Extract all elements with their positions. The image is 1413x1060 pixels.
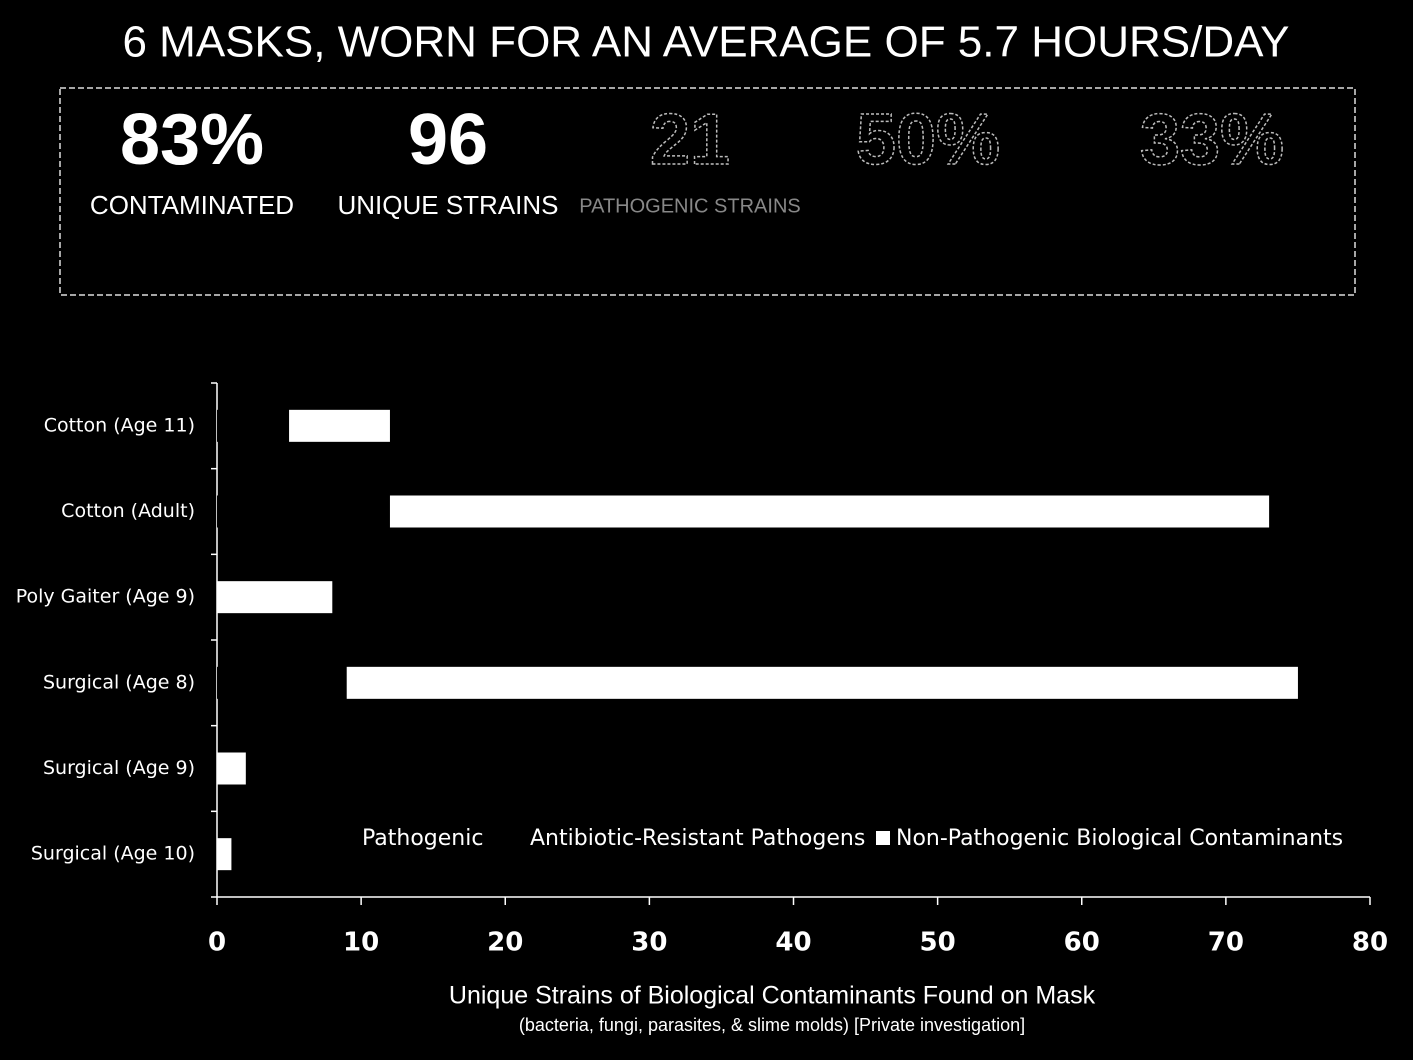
x-axis-subtitle: (bacteria, fungi, parasites, & slime mol… (519, 1015, 1025, 1035)
stat-value: 21 (650, 100, 730, 180)
x-tick-label: 30 (631, 928, 667, 958)
bar-segment (217, 666, 304, 699)
y-tick-label: Surgical (Age 9) (43, 757, 195, 779)
legend-swatch (510, 831, 524, 845)
y-tick-label: Cotton (Adult) (61, 500, 195, 522)
bar-segment (303, 666, 347, 699)
y-tick-label: Surgical (Age 8) (43, 671, 195, 693)
stat-value: 96 (408, 100, 488, 180)
bar-segment (217, 581, 333, 614)
bar-segment (332, 495, 390, 528)
x-tick-label: 60 (1064, 928, 1100, 958)
bar-segment (217, 752, 246, 785)
x-tick-label: 80 (1352, 928, 1388, 958)
y-tick-label: Surgical (Age 10) (31, 843, 195, 865)
bar-segment (217, 495, 333, 528)
stat-value: 83% (120, 100, 264, 180)
stats-box (59, 87, 1356, 296)
bar-segment (346, 666, 1298, 699)
x-tick-label: 50 (920, 928, 956, 958)
bar-segment (260, 409, 290, 442)
x-axis-title: Unique Strains of Biological Contaminant… (449, 982, 1096, 1010)
page-title: 6 MASKS, WORN FOR AN AVERAGE OF 5.7 HOUR… (122, 18, 1289, 67)
legend-label: Antibiotic-Resistant Pathogens (530, 826, 865, 851)
x-tick-label: 10 (343, 928, 379, 958)
legend-swatch (342, 831, 356, 845)
stat-label: UNIQUE STRAINS (337, 190, 558, 220)
x-tick-label: 0 (208, 928, 226, 958)
y-tick-label: Poly Gaiter (Age 9) (16, 586, 195, 608)
stat-label: PATHOGENIC STRAINS (579, 195, 801, 217)
legend-label: Pathogenic (362, 826, 483, 851)
y-tick-label: Cotton (Age 11) (44, 414, 195, 436)
stat-value: 50% (856, 100, 1000, 180)
stat-label: CONTAMINATED (90, 190, 294, 220)
x-tick-label: 20 (487, 928, 523, 958)
legend-swatch (876, 831, 890, 845)
bar-segment (217, 409, 261, 442)
legend-label: Non-Pathogenic Biological Contaminants (896, 826, 1343, 851)
bar-segment (217, 838, 232, 871)
x-tick-label: 40 (775, 928, 811, 958)
x-tick-label: 70 (1208, 928, 1244, 958)
bar-segment (289, 409, 390, 442)
stat-value: 33% (1140, 100, 1284, 180)
bar-segment (389, 495, 1270, 528)
